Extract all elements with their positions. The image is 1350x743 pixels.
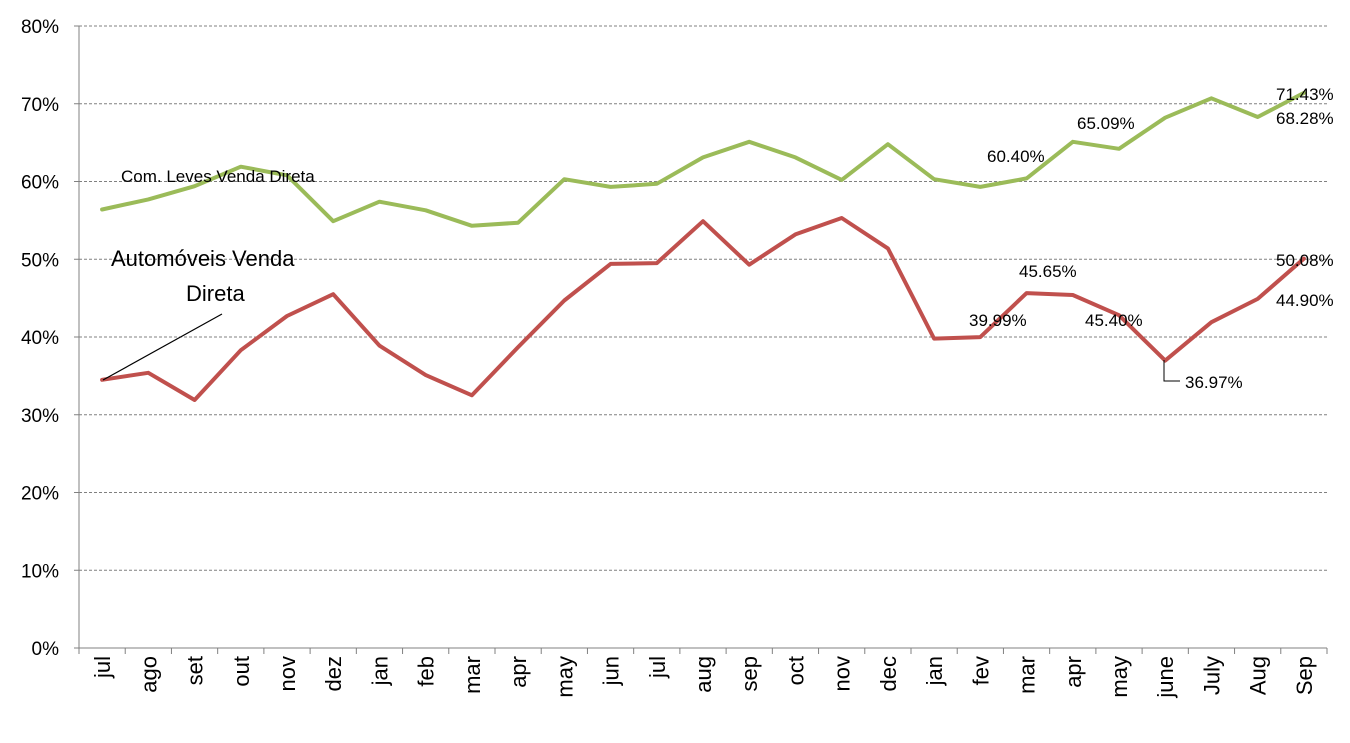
x-tick-label: may	[1107, 656, 1132, 698]
x-tick-label: june	[1153, 656, 1178, 699]
x-tick-label: set	[183, 656, 208, 685]
x-tick-label: jun	[599, 656, 624, 686]
y-tick-label: 10%	[21, 561, 59, 582]
x-tick-label: jul	[645, 656, 670, 679]
y-tick-label: 50%	[21, 250, 59, 271]
x-tick-label: jul	[90, 656, 115, 679]
y-tick-label: 70%	[21, 95, 59, 116]
leader-line-june	[1163, 360, 1180, 382]
data-label-green-mar: 60.40%	[987, 147, 1045, 166]
data-labels: 60.40% 65.09% 71.43% 68.28% 50.08% 44.90…	[102, 85, 1334, 392]
x-tick-label: mar	[460, 656, 485, 694]
y-axis: 0% 10% 20% 30% 40% 50% 60% 70% 80%	[21, 17, 80, 660]
x-tick-label: dec	[876, 656, 901, 691]
x-tick-label: dez	[321, 656, 346, 691]
leader-line-red	[102, 313, 223, 381]
x-tick-label: aug	[691, 656, 716, 693]
series-label-green: Com. Leves Venda Direta	[121, 167, 315, 186]
data-label-red-june: 36.97%	[1185, 373, 1243, 392]
y-tick-label: 30%	[21, 406, 59, 427]
x-tick-label: feb	[414, 656, 439, 687]
x-tick-label: jan	[367, 656, 392, 686]
series-lines	[100, 90, 1306, 402]
y-tick-label: 40%	[21, 328, 59, 349]
x-tick-label: out	[229, 656, 254, 687]
data-label-green-sep: 71.43%	[1276, 85, 1334, 104]
data-label-green-aug: 68.28%	[1276, 109, 1334, 128]
x-tick-label: jan	[922, 656, 947, 686]
y-tick-label: 60%	[21, 173, 59, 194]
x-tick-label: sep	[737, 656, 762, 691]
x-tick-label: July	[1199, 656, 1224, 695]
x-tick-label: oct	[783, 656, 808, 685]
data-label-red-sep: 50.08%	[1276, 251, 1334, 270]
series-line-red	[100, 216, 1306, 402]
x-tick-label: mar	[1015, 656, 1040, 694]
x-axis: jul ago set out nov dez jan feb mar apr may jun jul a…	[78, 647, 1328, 699]
x-tick-label: nov	[830, 656, 855, 691]
x-tick-label: Sep	[1292, 656, 1317, 695]
data-label-red-fev: 39.99%	[969, 311, 1027, 330]
x-tick-label: ago	[136, 656, 161, 693]
x-tick-label: nov	[275, 656, 300, 691]
x-tick-label: apr	[506, 656, 531, 688]
x-tick-label: apr	[1061, 656, 1086, 688]
series-label-red-line1: Automóveis Venda	[111, 246, 295, 271]
y-tick-label: 0%	[32, 639, 60, 660]
y-tick-label: 20%	[21, 484, 59, 505]
x-tick-label: fev	[968, 656, 993, 685]
x-tick-label: may	[552, 656, 577, 698]
gridlines	[79, 25, 1327, 571]
series-label-red-line2: Direta	[186, 281, 245, 306]
data-label-red-mar: 45.65%	[1019, 262, 1077, 281]
data-label-red-aug: 44.90%	[1276, 291, 1334, 310]
y-tick-label: 80%	[21, 17, 59, 38]
x-tick-label: Aug	[1246, 656, 1271, 695]
data-label-green-may: 65.09%	[1077, 114, 1135, 133]
series-line-green	[100, 90, 1306, 228]
data-label-red-apr: 45.40%	[1085, 311, 1143, 330]
